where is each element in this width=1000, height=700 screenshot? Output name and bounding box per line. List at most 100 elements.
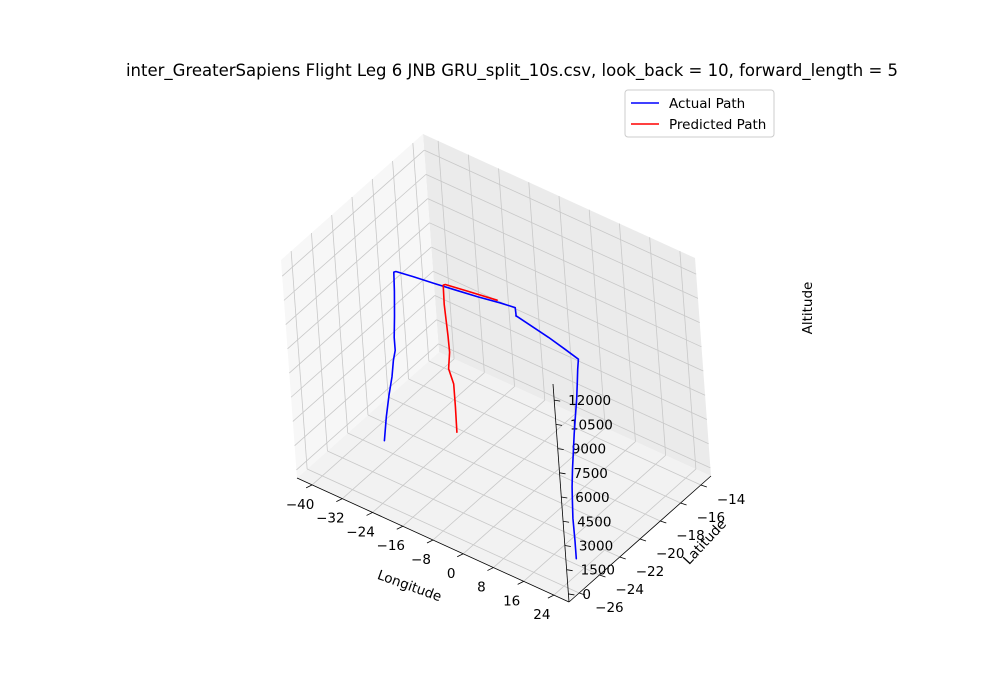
- grid-line-y-left: [311, 232, 328, 452]
- x-tick-label: −40: [286, 497, 315, 513]
- series-line-actual-path: [383, 270, 580, 560]
- grid-line-z-back: [424, 149, 697, 275]
- grid-line-x-back: [679, 251, 697, 470]
- grid-line-z-back: [438, 343, 711, 469]
- z-tick-label: 9000: [572, 442, 606, 458]
- z-axis-line: [552, 383, 570, 603]
- y-tick-label: −24: [615, 582, 644, 598]
- z-tick-label: 0: [582, 587, 591, 603]
- grid-line-z-left: [281, 149, 425, 277]
- grid-line-x-back: [528, 182, 546, 401]
- z-tick-mark: [561, 496, 568, 499]
- grid-line-z-back: [436, 319, 709, 445]
- y-tick-mark: [599, 574, 606, 578]
- z-tick-label: 1500: [581, 563, 615, 579]
- grid-line-z-back: [432, 270, 706, 396]
- grid-lines: [281, 140, 711, 596]
- z-tick-label: 10500: [570, 417, 613, 433]
- grid-line-z-left: [289, 246, 432, 374]
- grid-line-y-left: [371, 178, 389, 398]
- z-tick-label: 3000: [579, 538, 613, 554]
- z-tick-mark: [557, 448, 564, 450]
- x-tick-mark: [426, 539, 434, 544]
- x-tick-label: −8: [411, 552, 431, 568]
- grid-line-y-floor: [306, 468, 580, 594]
- x-tick-mark: [396, 525, 403, 530]
- grid-line-y-left: [392, 160, 409, 380]
- grid-line-z-left: [296, 343, 439, 471]
- z-tick-mark: [566, 569, 573, 572]
- y-tick-mark: [619, 556, 626, 560]
- grid-line-y-floor: [388, 396, 661, 522]
- grid-line-z-back: [434, 295, 708, 420]
- grid-line-y-floor: [327, 450, 600, 576]
- y-tick-mark: [579, 592, 586, 596]
- grid-line-z-left: [290, 270, 434, 398]
- y-tick-mark: [700, 484, 707, 488]
- grid-line-z-back: [431, 246, 704, 372]
- grid-line-y-floor: [428, 360, 702, 486]
- grid-line-z-left: [294, 319, 437, 447]
- z-tick-mark: [554, 399, 561, 402]
- x-tick-mark: [517, 580, 524, 585]
- x-tick-mark: [305, 484, 313, 489]
- grid-line-z-left: [287, 222, 430, 350]
- grid-line-x-back: [467, 154, 485, 373]
- y-tick-label: −20: [656, 546, 685, 562]
- x-tick-label: −16: [377, 538, 406, 554]
- x-tick-mark: [487, 567, 494, 571]
- y-tick-mark: [639, 538, 647, 542]
- grid-line-x-back: [498, 168, 515, 387]
- grid-line-y-left: [290, 250, 308, 470]
- grid-line-z-back: [429, 222, 702, 348]
- z-tick-label: 7500: [574, 466, 608, 482]
- grid-line-z-left: [283, 174, 427, 301]
- z-tick-label: 6000: [575, 490, 609, 506]
- y-tick-label: −18: [676, 528, 705, 544]
- y-tick-mark: [680, 502, 687, 506]
- grid-line-y-left: [331, 214, 349, 434]
- series-line-predicted-path: [442, 283, 498, 434]
- grid-line-y-floor: [408, 378, 681, 504]
- grid-line-x-back: [437, 140, 455, 359]
- grid-line-x-back: [619, 223, 636, 442]
- x-tick-mark: [336, 498, 343, 503]
- x-tick-label: 8: [477, 580, 486, 596]
- x-tick-label: 16: [503, 593, 520, 609]
- z-axis-label: Altitude: [800, 282, 816, 335]
- grid-line-z-left: [285, 198, 429, 325]
- x-tick-label: 0: [447, 566, 456, 582]
- grid-line-z-left: [292, 295, 436, 422]
- x-tick-mark: [366, 512, 373, 516]
- legend-box: [624, 89, 775, 138]
- z-tick-label: 4500: [577, 514, 611, 530]
- x-axis-label: Longitude: [375, 567, 444, 605]
- grid-line-y-left: [412, 142, 430, 362]
- z-tick-mark: [568, 593, 575, 596]
- x-tick-label: 24: [533, 607, 550, 623]
- z-tick-mark: [555, 423, 563, 426]
- y-tick-label: −16: [697, 510, 726, 526]
- legend: Actual Path Predicted Path: [624, 89, 775, 138]
- chart-title: inter_GreaterSapiens Flight Leg 6 JNB GR…: [126, 61, 898, 81]
- series-lines: [383, 270, 580, 560]
- grid-line-z-back: [425, 174, 699, 299]
- grid-line-y-left: [351, 196, 369, 416]
- grid-line-y-floor: [367, 414, 641, 540]
- grid-line-x-back: [649, 237, 667, 456]
- z-tick-mark: [559, 472, 566, 475]
- y-tick-label: −26: [595, 600, 624, 616]
- y-tick-label: −14: [717, 492, 746, 508]
- grid-line-x-back: [558, 195, 576, 415]
- legend-label-predicted: Predicted Path: [669, 117, 766, 133]
- x-tick-label: −32: [316, 511, 345, 527]
- y-tick-mark: [660, 520, 667, 524]
- z-tick-mark: [564, 545, 571, 547]
- x-tick-mark: [457, 553, 464, 558]
- z-tick-mark: [563, 520, 570, 523]
- y-tick-label: −22: [636, 564, 665, 580]
- grid-line-z-back: [427, 198, 700, 323]
